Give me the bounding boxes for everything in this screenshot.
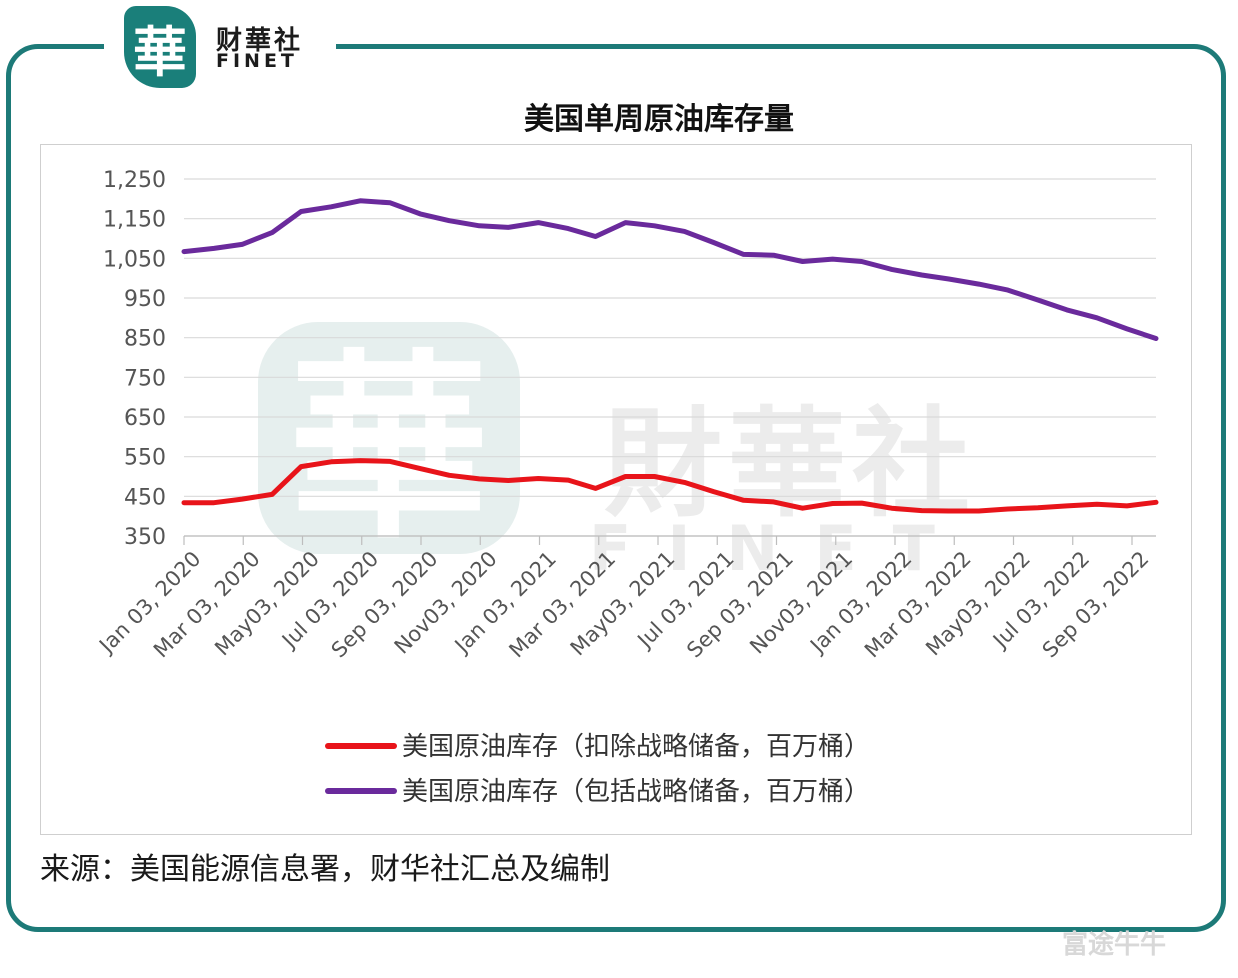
y-tick-label: 1,250 bbox=[103, 168, 166, 193]
series-line-0 bbox=[181, 458, 1159, 514]
legend: 美国原油库存（扣除战略储备，百万桶） 美国原油库存（包括战略储备，百万桶） bbox=[325, 732, 870, 807]
outer-frame bbox=[6, 44, 1226, 932]
legend-label-1: 美国原油库存（包括战略储备，百万桶） bbox=[402, 777, 870, 807]
watermark: 華 財華社 FINET bbox=[258, 322, 971, 585]
watermark-en: FINET bbox=[589, 512, 971, 585]
x-tick-label: Sep 03, 2022 bbox=[1038, 547, 1154, 663]
chart-title: 美国单周原油库存量 bbox=[524, 102, 794, 137]
y-tick-label: 550 bbox=[124, 446, 166, 471]
x-tick-label: Jan 03, 2020 bbox=[93, 547, 205, 659]
y-tick-label: 350 bbox=[124, 525, 166, 550]
y-tick-label: 750 bbox=[124, 366, 166, 391]
y-tick-label: 950 bbox=[124, 287, 166, 312]
y-tick-label: 850 bbox=[124, 327, 166, 352]
y-axis: 1,250 1,150 1,050 950 850 750 650 550 450 350 bbox=[103, 168, 166, 550]
y-tick-label: 1,050 bbox=[103, 247, 166, 272]
y-tick-label: 650 bbox=[124, 406, 166, 431]
x-tick-label: Mar 03, 2020 bbox=[149, 547, 265, 663]
series-line-1 bbox=[181, 198, 1159, 341]
series-lines bbox=[181, 198, 1159, 514]
y-tick-label: 450 bbox=[124, 485, 166, 510]
brand-name-en: FINET bbox=[216, 50, 298, 72]
y-tick-label: 1,150 bbox=[103, 208, 166, 233]
x-tick-label: Mar 03, 2021 bbox=[504, 547, 620, 663]
chart-panel bbox=[40, 144, 1192, 835]
source-note: 来源：美国能源信息署，财华社汇总及编制 bbox=[40, 852, 610, 887]
x-tick-label: May03, 2020 bbox=[210, 547, 324, 661]
legend-label-0: 美国原油库存（扣除战略储备，百万桶） bbox=[402, 732, 870, 762]
brand-name-cn: 财華社 bbox=[216, 26, 304, 56]
watermark-seal-glyph: 華 bbox=[289, 331, 489, 566]
brand-seal-logo: 華 bbox=[124, 6, 196, 88]
corner-watermark: 富途牛牛 bbox=[1062, 930, 1167, 960]
